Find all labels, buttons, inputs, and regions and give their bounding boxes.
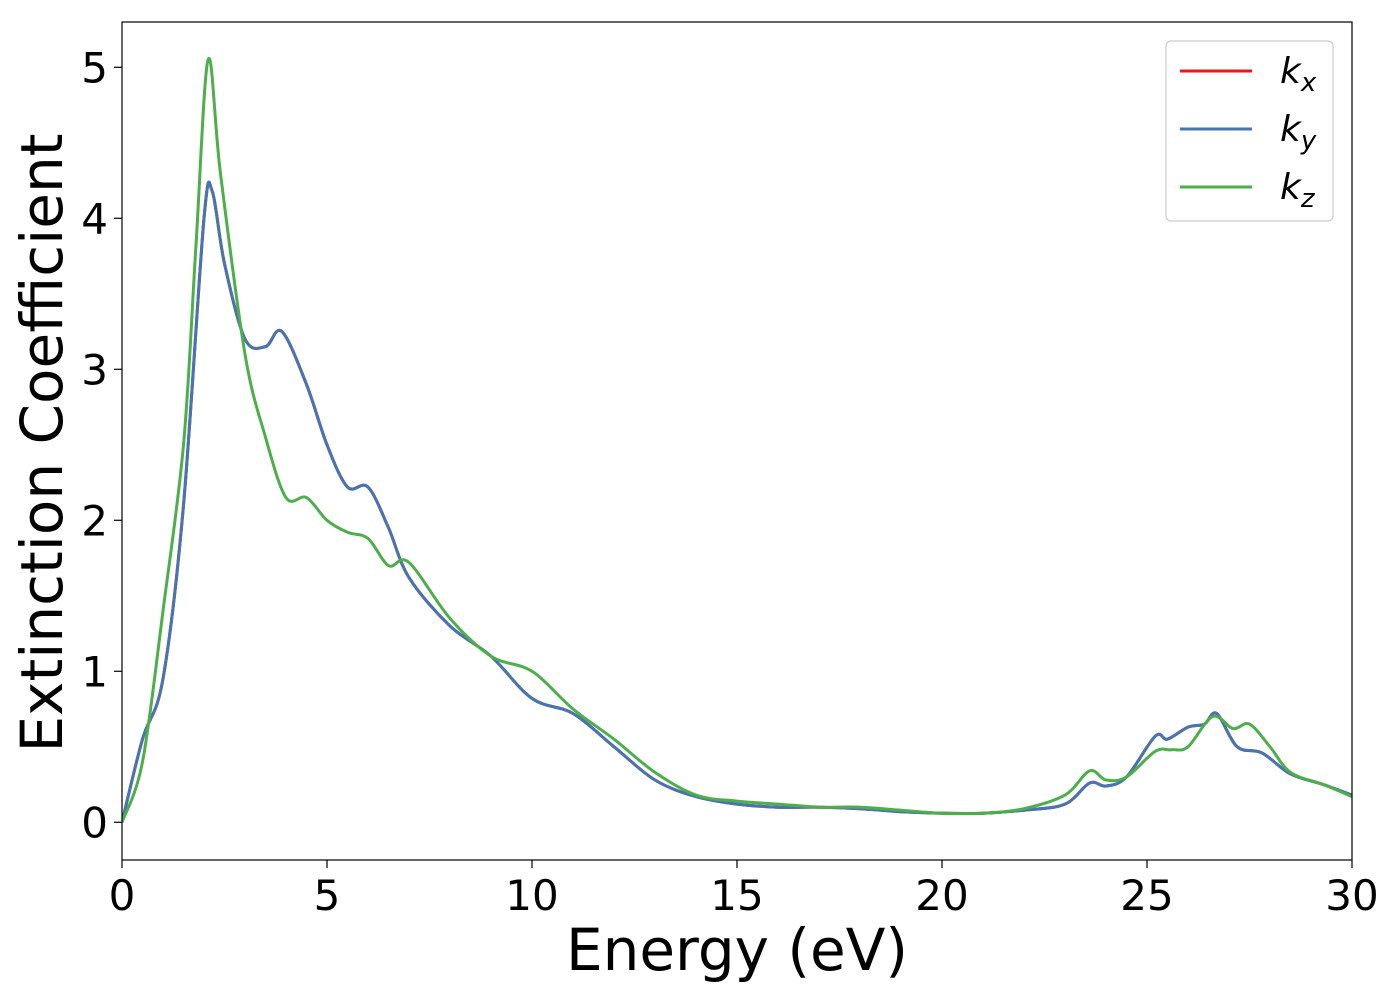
x-tick-label: 0 [109,871,136,920]
y-tick-label: 3 [81,345,108,394]
y-tick-label: 4 [81,194,108,243]
legend-box [1165,40,1334,222]
x-tick-label: 5 [314,871,341,920]
series-line-kz [122,56,1352,823]
legend-label-kx: kx [1280,51,1317,98]
x-axis-title: Energy (eV) [566,916,908,984]
plot-lines [122,56,1352,823]
series-line-ky [122,180,1352,823]
legend-label-kz: kz [1280,167,1316,214]
y-axis-title: Extinction Coefficient [8,134,76,753]
legend-label-ky: ky [1280,109,1317,156]
x-tick-label: 25 [1120,871,1173,920]
x-tick-label: 30 [1325,871,1378,920]
y-tick-label: 1 [81,647,108,696]
y-tick-label: 0 [81,798,108,847]
x-tick-label: 20 [915,871,968,920]
x-tick-label: 10 [505,871,558,920]
series-line-kx [122,180,1352,823]
y-tick-label: 2 [81,496,108,545]
legend: kx ky kz [1165,40,1334,222]
x-axis: 0 5 10 15 20 25 30 [109,860,1379,920]
y-tick-label: 5 [81,43,108,92]
x-tick-label: 15 [710,871,763,920]
y-axis: 0 1 2 3 4 5 [81,43,122,847]
